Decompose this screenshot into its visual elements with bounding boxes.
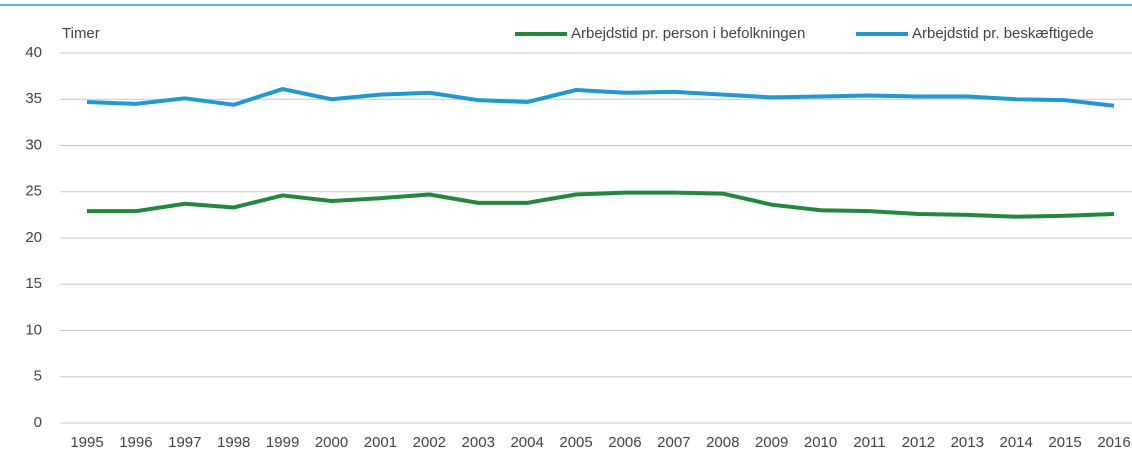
y-tick-label: 5 (34, 368, 42, 385)
x-tick-label: 2015 (1048, 434, 1081, 451)
x-tick-label: 2004 (510, 434, 543, 451)
y-tick-label: 15 (25, 275, 42, 292)
y-axis-label: Timer (62, 25, 100, 42)
x-tick-label: 2009 (755, 434, 788, 451)
x-tick-label: 2001 (364, 434, 397, 451)
y-tick-label: 35 (25, 90, 42, 107)
y-tick-label: 25 (25, 183, 42, 200)
line-series (86, 87, 1115, 108)
x-tick-label: 2002 (413, 434, 446, 451)
x-tick-label: 2000 (315, 434, 348, 451)
x-tick-label: 2007 (657, 434, 690, 451)
x-tick-label: 1998 (217, 434, 250, 451)
x-tick-label: 1996 (119, 434, 152, 451)
x-tick-label: 2006 (608, 434, 641, 451)
x-tick-label: 2008 (706, 434, 739, 451)
x-tick-label: 2014 (1000, 434, 1033, 451)
legend-label: Arbejdstid pr. beskæftigede (912, 25, 1094, 42)
legend-label: Arbejdstid pr. person i befolkningen (571, 25, 805, 42)
x-tick-label: 2010 (804, 434, 837, 451)
x-tick-label: 2016 (1097, 434, 1130, 451)
x-tick-label: 2013 (951, 434, 984, 451)
x-tick-label: 2005 (559, 434, 592, 451)
x-tick-label: 2011 (853, 434, 885, 451)
y-tick-label: 40 (25, 44, 42, 61)
line-series (87, 190, 1115, 219)
y-tick-label: 20 (25, 229, 42, 246)
x-tick-label: 1997 (168, 434, 201, 451)
x-tick-label: 2012 (902, 434, 935, 451)
y-tick-label: 30 (25, 136, 42, 153)
x-tick-label: 2003 (462, 434, 495, 451)
y-tick-label: 10 (25, 321, 42, 338)
x-tick-label: 1995 (70, 434, 103, 451)
x-tick-label: 1999 (266, 434, 299, 451)
y-tick-label: 0 (34, 414, 42, 431)
